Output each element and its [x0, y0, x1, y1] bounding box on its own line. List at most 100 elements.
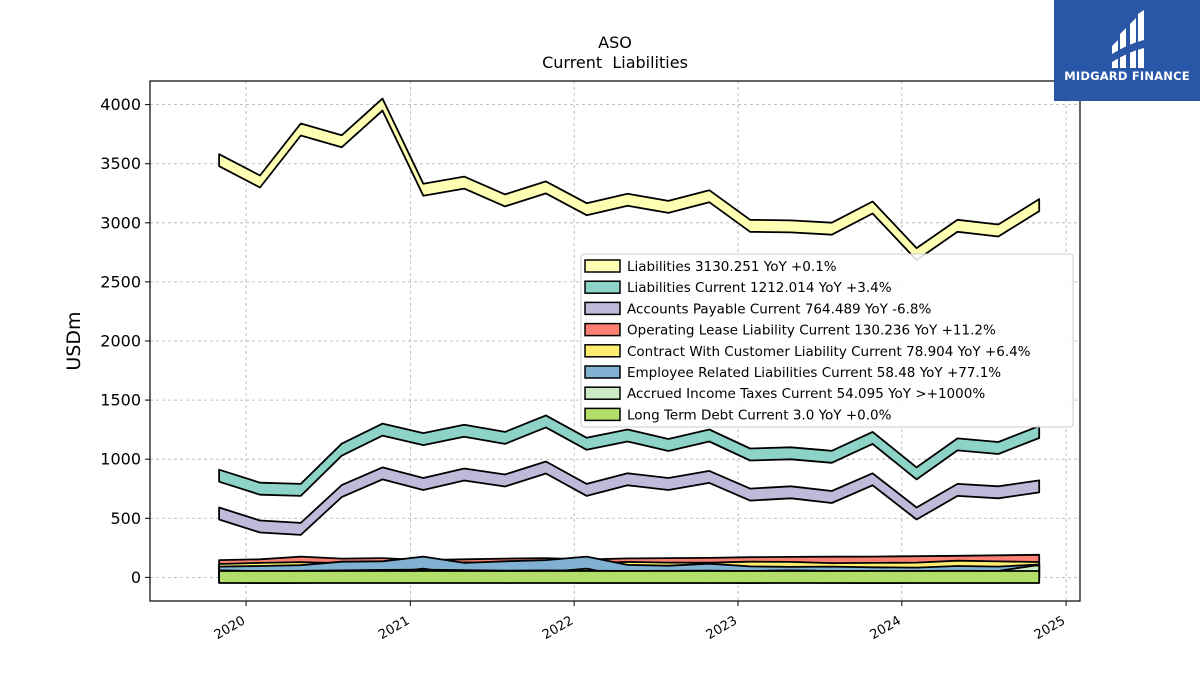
data-point	[831, 228, 832, 229]
data-point	[341, 576, 342, 577]
y-axis-ticks: 0 500 1000 1500 2000 2500 3000 3500 4000	[100, 95, 150, 587]
data-point	[504, 200, 505, 201]
data-point	[1039, 205, 1040, 206]
data-point	[300, 528, 301, 529]
brand-logo: MIDGARD FINANCE	[1054, 0, 1200, 101]
data-point	[382, 576, 383, 577]
x-tick-label: 2023	[704, 613, 740, 643]
data-point	[504, 576, 505, 577]
data-point	[627, 199, 628, 200]
data-point	[219, 576, 220, 577]
data-point	[259, 181, 260, 182]
legend-entry: Liabilities Current 1212.014 YoY +3.4%	[627, 280, 892, 296]
legend-swatch	[584, 386, 621, 400]
data-point	[464, 576, 465, 577]
data-point	[423, 439, 424, 440]
data-point	[423, 562, 424, 563]
y-tick-label: 3500	[100, 154, 141, 173]
x-axis-ticks: 2020 2021 2022 2023 2024 2025	[212, 601, 1068, 643]
data-point	[382, 567, 383, 568]
legend-entry: Liabilities 3130.251 YoY +0.1%	[627, 259, 837, 275]
data-point	[545, 421, 546, 422]
data-point	[1039, 486, 1040, 487]
data-point	[1039, 576, 1040, 577]
data-point	[382, 473, 383, 474]
y-tick-label: 500	[110, 509, 141, 528]
data-point	[545, 467, 546, 468]
data-point	[790, 576, 791, 577]
data-point	[259, 526, 260, 527]
data-point	[464, 430, 465, 431]
data-point	[259, 576, 260, 577]
legend: Liabilities 3130.251 YoY +0.1% Liabilitie…	[580, 253, 1074, 428]
legend-frame	[580, 253, 1074, 428]
data-point	[750, 576, 751, 577]
y-tick-label: 0	[131, 568, 141, 587]
data-point	[831, 456, 832, 457]
data-point	[545, 187, 546, 188]
data-point	[219, 475, 220, 476]
data-point	[790, 453, 791, 454]
chart-subtitle: Current Liabilities	[542, 53, 688, 72]
data-point	[586, 443, 587, 444]
legend-entry: Accrued Income Taxes Current 54.095 YoY …	[627, 386, 985, 402]
data-point	[382, 429, 383, 430]
data-point	[872, 207, 873, 208]
chart-title: ASO	[598, 33, 632, 52]
legend-swatch	[584, 365, 621, 379]
y-tick-label: 3000	[100, 213, 141, 232]
legend-entry: Long Term Debt Current 3.0 YoY +0.0%	[627, 407, 892, 423]
data-point	[668, 483, 669, 484]
data-point	[586, 562, 587, 563]
legend-swatch	[584, 407, 621, 422]
y-axis-label: USDm	[63, 311, 85, 370]
legend-swatch	[584, 322, 621, 337]
y-tick-label: 1500	[100, 391, 141, 410]
data-point	[957, 489, 958, 490]
data-point	[627, 576, 628, 577]
data-point	[709, 435, 710, 436]
data-point	[668, 444, 669, 445]
brand-name: MIDGARD FINANCE	[1064, 69, 1190, 83]
x-tick-label: 2021	[376, 613, 412, 643]
data-point	[872, 479, 873, 480]
x-tick-label: 2025	[1032, 613, 1068, 643]
legend-swatch	[584, 259, 621, 273]
data-point	[750, 494, 751, 495]
data-point	[300, 489, 301, 490]
legend-entry: Employee Related Liabilities Current 58.…	[627, 365, 1001, 381]
data-point	[831, 496, 832, 497]
data-point	[423, 576, 424, 577]
y-tick-label: 2500	[100, 272, 141, 291]
data-point	[464, 182, 465, 183]
legend-entry: Contract With Customer Liability Current…	[627, 344, 1031, 360]
data-point	[423, 189, 424, 190]
x-tick-label: 2020	[212, 613, 248, 643]
data-point	[709, 476, 710, 477]
series-band-accounts-payable-current	[218, 460, 1041, 536]
data-point	[423, 483, 424, 484]
legend-swatch	[584, 280, 621, 294]
data-point	[382, 104, 383, 105]
data-point	[504, 480, 505, 481]
y-tick-label: 4000	[100, 95, 141, 114]
series-band-liabilities	[218, 97, 1041, 262]
y-tick-label: 2000	[100, 332, 141, 351]
data-point	[504, 437, 505, 438]
x-tick-label: 2022	[540, 613, 576, 643]
data-point	[750, 454, 751, 455]
data-point	[545, 576, 546, 577]
data-point	[341, 141, 342, 142]
data-point	[668, 576, 669, 577]
data-point	[627, 435, 628, 436]
data-point	[709, 196, 710, 197]
data-point	[259, 488, 260, 489]
legend-swatch	[584, 344, 621, 358]
data-point	[586, 576, 587, 577]
data-point	[586, 209, 587, 210]
data-point	[1039, 431, 1040, 432]
data-point	[998, 576, 999, 577]
data-point	[545, 566, 546, 567]
data-point	[586, 489, 587, 490]
